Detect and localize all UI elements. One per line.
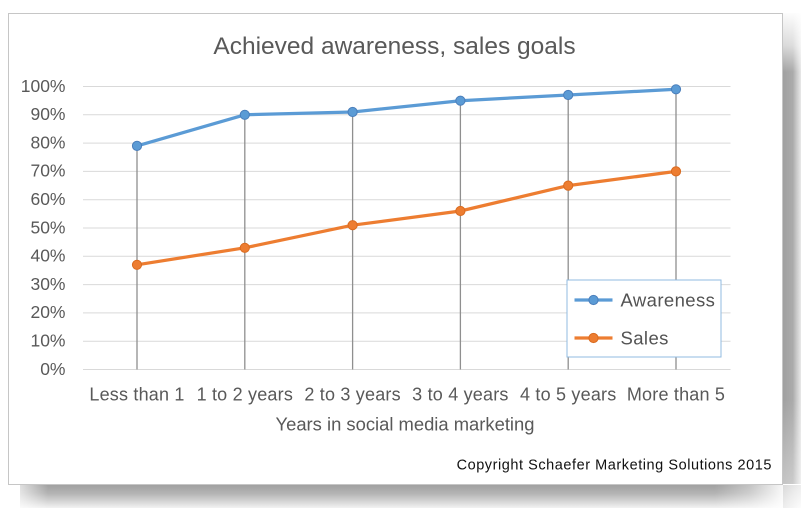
svg-text:20%: 20% bbox=[30, 302, 65, 322]
svg-text:0%: 0% bbox=[40, 359, 65, 379]
svg-text:More than 5: More than 5 bbox=[627, 385, 725, 405]
svg-text:Less than 1: Less than 1 bbox=[89, 385, 184, 405]
svg-text:Sales: Sales bbox=[621, 328, 669, 349]
svg-text:40%: 40% bbox=[30, 246, 65, 266]
svg-text:Awareness: Awareness bbox=[621, 290, 716, 311]
svg-text:70%: 70% bbox=[30, 161, 65, 181]
svg-text:100%: 100% bbox=[21, 76, 66, 96]
svg-text:10%: 10% bbox=[30, 331, 65, 351]
svg-text:Achieved awareness, sales goal: Achieved awareness, sales goals bbox=[213, 33, 575, 60]
svg-text:90%: 90% bbox=[30, 104, 65, 124]
svg-text:Copyright Schaefer Marketing S: Copyright Schaefer Marketing Solutions 2… bbox=[457, 457, 772, 473]
svg-text:80%: 80% bbox=[30, 132, 65, 152]
svg-text:Years in social media marketin: Years in social media marketing bbox=[276, 414, 535, 435]
svg-text:50%: 50% bbox=[30, 217, 65, 237]
svg-text:3 to 4 years: 3 to 4 years bbox=[412, 385, 508, 405]
svg-text:30%: 30% bbox=[30, 274, 65, 294]
svg-text:4 to 5 years: 4 to 5 years bbox=[520, 385, 616, 405]
svg-text:60%: 60% bbox=[30, 189, 65, 209]
svg-text:1 to 2 years: 1 to 2 years bbox=[197, 385, 293, 405]
svg-text:2 to 3 years: 2 to 3 years bbox=[304, 385, 400, 405]
